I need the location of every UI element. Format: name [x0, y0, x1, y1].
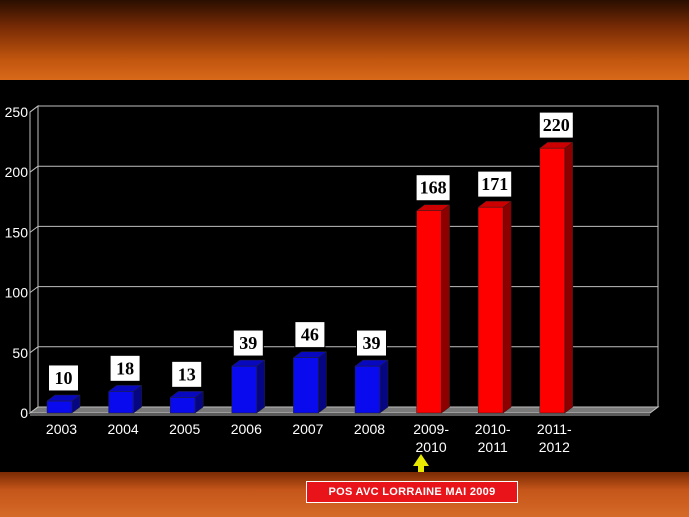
bar-side [441, 204, 450, 414]
data-label: 39 [239, 333, 257, 353]
bar-4: 46 [292, 321, 328, 414]
data-label-box [477, 170, 513, 198]
x-tick-label: 2007 [292, 421, 323, 437]
bar-side [379, 359, 389, 414]
y-tick-label: 150 [5, 224, 29, 240]
x-tick-label: 2005 [169, 421, 200, 437]
bar-front [231, 365, 258, 414]
data-label-box [48, 364, 79, 392]
bar-front [46, 400, 73, 414]
left-wall [29, 105, 39, 414]
bar-8: 220 [538, 111, 574, 414]
bar-2: 13 [169, 360, 204, 414]
y-tick-label: 50 [12, 345, 28, 361]
x-tick-label: 2004 [108, 421, 139, 437]
data-label: 220 [543, 115, 570, 135]
data-label: 18 [116, 358, 134, 378]
bar-5: 39 [354, 329, 389, 414]
bar-top [415, 204, 451, 211]
bar-7: 171 [477, 170, 513, 414]
bar-3: 39 [231, 329, 266, 414]
bar-top [46, 394, 81, 402]
annotation-label: POS AVC LORRAINE MAI 2009 [306, 481, 518, 503]
bar-front [108, 391, 134, 414]
bar-6: 168 [415, 174, 451, 414]
x-axis-ticks: 2003 2004 2005 2006 2007 2008 2009-2010 2010-20… [46, 421, 572, 455]
bar-front [539, 147, 566, 414]
bar-top [354, 359, 389, 367]
gridline-side [29, 165, 39, 173]
bar-top [477, 200, 512, 208]
bar-1: 18 [107, 354, 143, 414]
y-tick-label: 250 [5, 104, 29, 120]
bar-front [416, 210, 442, 414]
bar-side [318, 351, 327, 414]
header-band [0, 0, 689, 80]
y-tick-label: 200 [5, 164, 29, 180]
bar-front [354, 365, 381, 414]
bar-0: 10 [46, 364, 81, 414]
data-label-box [232, 329, 264, 357]
bar-top [107, 385, 143, 392]
data-label-box [294, 321, 326, 349]
x-tick-label: 2010-2011 [475, 421, 511, 455]
gridline-side [29, 105, 39, 113]
bar-top [292, 351, 328, 358]
bar-front [477, 206, 504, 414]
bar-side [564, 141, 574, 414]
annotation-arrow [413, 454, 429, 481]
floor-edge [30, 413, 650, 416]
data-label: 10 [55, 368, 73, 388]
gridline-side [29, 286, 39, 294]
data-label: 46 [301, 325, 319, 345]
x-tick-label: 2006 [231, 421, 262, 437]
y-tick-label: 100 [5, 285, 29, 301]
x-tick-label: 2009-2010 [413, 421, 449, 455]
bar-front [169, 397, 196, 414]
bars: 10 18 13 39 46 39 168 171 220 [46, 111, 574, 414]
y-tick-label: 0 [20, 405, 28, 421]
data-label: 171 [481, 174, 508, 194]
y-axis-ticks: 0 50 100 150 200 250 [5, 104, 29, 421]
bar-top [231, 359, 266, 367]
bar-top [169, 391, 204, 398]
data-label-box [415, 174, 451, 202]
data-label-box [109, 354, 141, 382]
x-tick-label: 2011-2012 [537, 421, 572, 455]
arrow-up-icon [413, 454, 429, 481]
bar-side [256, 359, 266, 414]
data-label-box [356, 329, 387, 357]
bar-side [502, 200, 512, 414]
gridline-side [29, 346, 39, 354]
bar-front [293, 357, 319, 414]
data-label-box [171, 360, 203, 388]
bar-top [539, 141, 574, 149]
x-tick-label: 2003 [46, 421, 77, 437]
gridline-side [29, 225, 39, 233]
x-tick-label: 2008 [354, 421, 385, 437]
data-label: 168 [420, 178, 447, 198]
data-label-box [538, 111, 574, 139]
data-label: 39 [363, 333, 381, 353]
data-label: 13 [178, 364, 196, 384]
